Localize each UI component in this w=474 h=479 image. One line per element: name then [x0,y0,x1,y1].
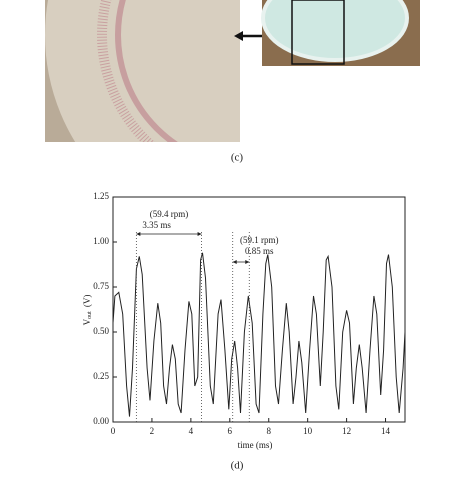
y-tick-label: 0.75 [93,281,109,291]
y-tick-label: 1.00 [93,236,109,246]
y-tick-label: 0.25 [93,371,109,381]
x-tick-label: 2 [150,426,155,436]
caption: (c) [231,152,244,164]
x-tick-label: 6 [228,426,233,436]
y-tick-label: 0.00 [93,416,109,426]
annotation-text: (59.4 rpm) [150,209,189,219]
annotation-detail: 0.85 ms [245,246,274,256]
x-tick-label: 10 [303,426,313,436]
disk [45,0,240,142]
x-axis-label: time (ms) [238,440,273,450]
dish [261,0,409,62]
signal-line [112,252,406,417]
annotation-detail: 3.35 ms [142,220,171,230]
y-tick-label: 1.25 [93,191,109,201]
zoom-box [291,0,345,65]
arrow-head [234,31,243,41]
x-tick-label: 8 [266,426,271,436]
plot-frame [112,196,406,423]
x-tick-label: 12 [342,426,351,436]
x-tick-label: 14 [381,426,391,436]
x-tick-label: 0 [111,426,116,436]
arrow-head [232,260,250,264]
x-tick-label: 4 [189,426,194,436]
annotation-text: (59.1 rpm) [240,235,279,245]
y-axis-label: Vout(V) [82,295,93,326]
caption: (d) [231,460,244,472]
y-tick-label: 0.50 [93,326,109,336]
ring [115,0,179,142]
